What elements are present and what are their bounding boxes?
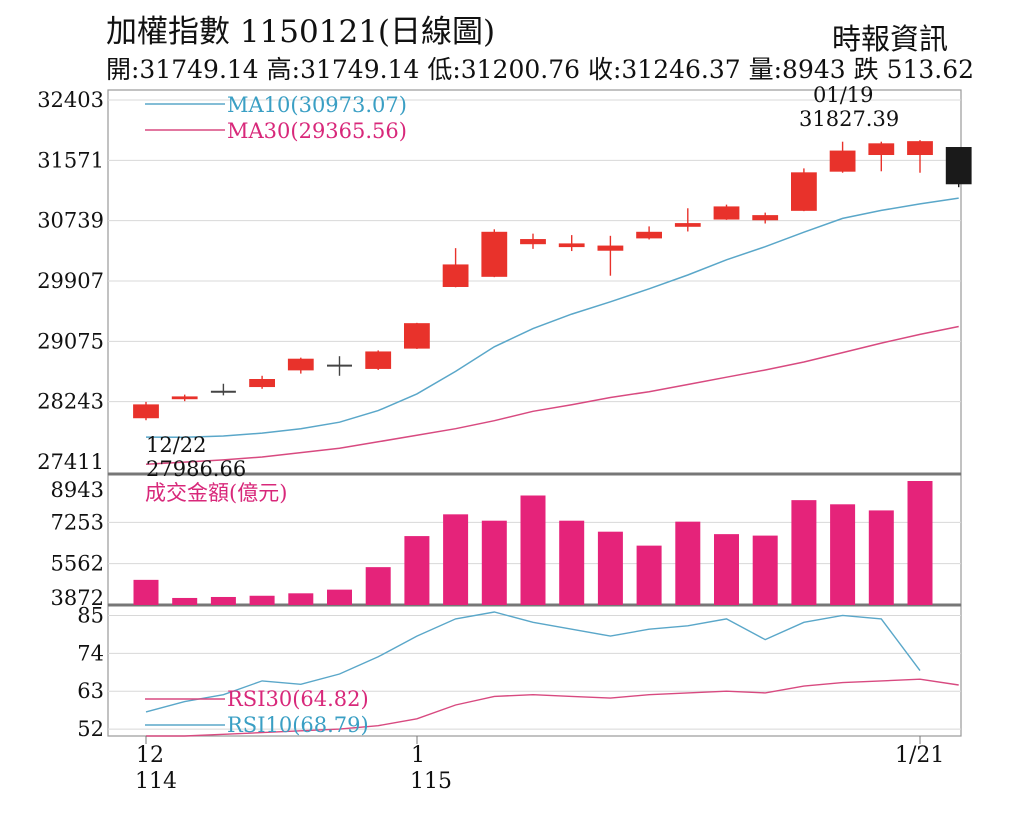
- candle-body: [403, 323, 430, 349]
- volume-bar: [133, 579, 159, 605]
- candle-body: [365, 351, 392, 369]
- volume-tick-label: 3872: [51, 586, 104, 610]
- x-tick-year-114: 114: [135, 769, 177, 794]
- volume-bar: [172, 597, 198, 605]
- ma10-legend-label: MA10(30973.07): [227, 93, 407, 117]
- candle-body: [287, 358, 314, 371]
- ohlc-summary: 開:31749.14 高:31749.14 低:31200.76 收:31246…: [106, 55, 975, 84]
- rsi30-legend-label: RSI30(64.82): [227, 687, 369, 711]
- volume-bar: [752, 535, 778, 605]
- candle-body: [520, 239, 546, 245]
- candle-body: [868, 143, 895, 156]
- candle-body: [171, 396, 198, 400]
- source-label: 時報資訊: [832, 22, 949, 56]
- ma30-legend-label: MA30(29365.56): [227, 119, 407, 143]
- volume-bar: [365, 567, 391, 605]
- candle-body: [674, 223, 701, 227]
- rsi10-legend-label: RSI10(68.79): [227, 713, 369, 737]
- price-tick-label: 29907: [37, 269, 104, 293]
- candle-body: [249, 379, 276, 388]
- volume-bar: [327, 589, 352, 605]
- x-tick-year-115: 115: [410, 769, 452, 794]
- candle-body: [558, 243, 585, 248]
- volume-bar: [868, 510, 894, 605]
- high-annotation-value: 31827.39: [799, 107, 899, 131]
- price-tick-label: 30739: [37, 209, 104, 233]
- candle-body: [945, 147, 972, 185]
- volume-bar: [249, 595, 275, 605]
- volume-bar: [791, 500, 817, 605]
- candle-body: [829, 150, 856, 172]
- candle-body: [636, 231, 662, 239]
- volume-bar: [404, 536, 430, 605]
- chart-title: 加權指數 1150121(日線圖): [106, 14, 496, 50]
- candle-body: [752, 215, 779, 221]
- rsi-tick-label: 74: [77, 641, 104, 665]
- x-tick-month-12: 12: [136, 743, 164, 768]
- volume-bar: [714, 534, 739, 605]
- volume-bar: [830, 504, 856, 605]
- price-tick-label: 31571: [37, 148, 104, 172]
- x-tick-last-date: 1/21: [895, 743, 944, 768]
- volume-bar: [520, 495, 546, 605]
- rsi-tick-label: 52: [77, 717, 104, 741]
- volume-panel-label: 成交金額(億元): [145, 481, 287, 505]
- volume-bar: [559, 520, 585, 605]
- price-tick-label: 27411: [37, 450, 104, 474]
- x-tick-month-1: 1: [411, 743, 425, 768]
- candle-body: [791, 172, 817, 211]
- candle-body: [907, 141, 933, 156]
- rsi-tick-label: 63: [77, 679, 104, 703]
- volume-bar: [907, 481, 933, 605]
- volume-bar: [597, 531, 623, 605]
- volume-tick-label: 7253: [51, 510, 104, 534]
- ma10-line: [145, 197, 959, 439]
- volume-bar: [675, 521, 701, 605]
- candle-body: [713, 206, 740, 220]
- volume-bar: [443, 514, 469, 605]
- volume-tick-label: 8943: [51, 478, 104, 502]
- volume-bar: [636, 545, 662, 605]
- low-annotation-date: 12/22: [146, 433, 207, 457]
- low-annotation-value: 27986.66: [146, 457, 246, 481]
- volume-tick-label: 5562: [51, 552, 104, 576]
- volume-bar: [210, 596, 236, 605]
- candle-body: [442, 264, 469, 287]
- candle-body: [597, 245, 624, 251]
- price-panel-frame: [107, 89, 962, 475]
- rsi30-line: [146, 678, 959, 737]
- ma30-line: [145, 325, 959, 465]
- price-tick-label: 28243: [37, 390, 104, 414]
- rsi-tick-label: 85: [77, 603, 104, 627]
- volume-bar: [288, 593, 314, 605]
- price-tick-label: 32403: [37, 88, 104, 112]
- high-annotation-date: 01/19: [813, 83, 874, 107]
- rsi10-line: [145, 611, 921, 713]
- candle-body: [133, 404, 159, 419]
- candle-body: [481, 231, 508, 277]
- price-tick-label: 29075: [37, 329, 104, 353]
- volume-bar: [481, 520, 507, 605]
